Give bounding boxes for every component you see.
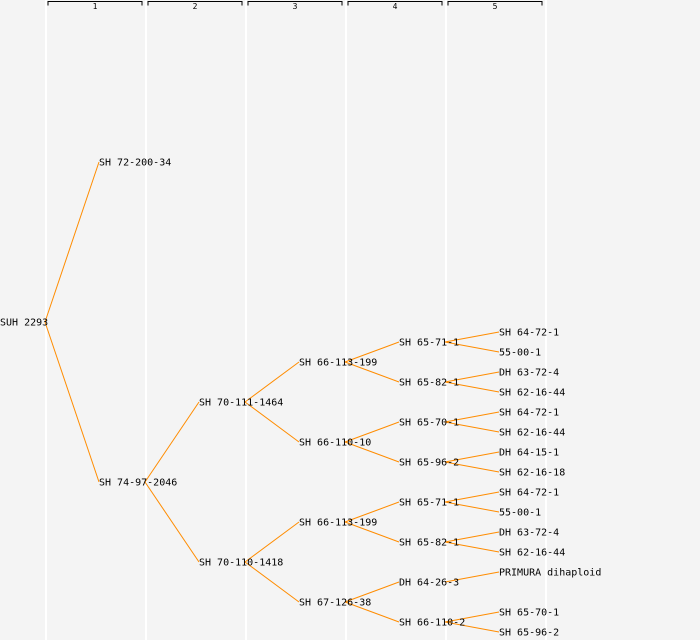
- edges: [44, 161, 500, 633]
- tree-edge: [444, 541, 500, 553]
- tree-edge: [244, 521, 300, 563]
- tree-edge: [444, 451, 500, 463]
- tree-edge: [344, 421, 400, 443]
- tree-node-label[interactable]: SH 65-82-1: [399, 538, 459, 549]
- tree-node-label[interactable]: SH 66-110-10: [299, 438, 371, 449]
- column-header-3: 3: [293, 2, 298, 11]
- column-bracket: [447, 1, 543, 6]
- tree-node-label[interactable]: SH 65-71-1: [399, 498, 459, 509]
- tree-node-label[interactable]: SH 65-70-1: [499, 608, 559, 619]
- tree-edge: [444, 531, 500, 543]
- column-bracket: [147, 1, 243, 6]
- column-header-1: 1: [93, 2, 98, 11]
- tree-node-label[interactable]: SH 62-16-44: [499, 428, 565, 439]
- column-bracket: [247, 1, 343, 6]
- tree-edge: [344, 581, 400, 603]
- column-separator: [445, 0, 447, 640]
- tree-node-label[interactable]: 55-00-1: [499, 508, 541, 519]
- tree-node-label[interactable]: SH 70-110-1418: [199, 558, 283, 569]
- tree-edge: [444, 621, 500, 633]
- tree-edge: [444, 371, 500, 383]
- tree-node-label[interactable]: SH 66-110-2: [399, 618, 465, 629]
- tree-edge: [444, 331, 500, 343]
- tree-edge: [344, 361, 400, 383]
- tree-node-label[interactable]: SH 66-113-199: [299, 358, 377, 369]
- column-separator: [145, 0, 147, 640]
- tree-edge: [244, 401, 300, 443]
- column-bracket: [347, 1, 443, 6]
- tree-node-label[interactable]: SH 65-82-1: [399, 378, 459, 389]
- tree-edge: [44, 321, 100, 483]
- tree-edge: [444, 491, 500, 503]
- tree-node-label[interactable]: SH 62-16-44: [499, 548, 565, 559]
- tree-edge: [444, 571, 500, 583]
- tree-edge: [444, 461, 500, 473]
- column-header-2: 2: [193, 2, 198, 11]
- tree-node-label[interactable]: SH 62-16-44: [499, 388, 565, 399]
- tree-node-label[interactable]: 55-00-1: [499, 348, 541, 359]
- tree-edge: [344, 441, 400, 463]
- tree-node-label[interactable]: SH 65-96-2: [499, 628, 559, 639]
- column-separator: [545, 0, 547, 640]
- tree-node-label[interactable]: DH 63-72-4: [499, 528, 559, 539]
- tree-node-label[interactable]: DH 64-15-1: [499, 448, 559, 459]
- tree-edge: [244, 561, 300, 603]
- tree-node-label[interactable]: DH 64-26-3: [399, 578, 459, 589]
- tree-node-label[interactable]: PRIMURA dihaploid: [499, 568, 601, 579]
- tree-edge: [144, 401, 200, 483]
- tree-node-label[interactable]: SH 67-126-38: [299, 598, 371, 609]
- tree-node-label[interactable]: SH 65-71-1: [399, 338, 459, 349]
- tree-edge: [344, 601, 400, 623]
- tree-edge: [444, 381, 500, 393]
- tree-node-label[interactable]: SH 65-96-2: [399, 458, 459, 469]
- column-bracket: [47, 1, 143, 6]
- tree-edge: [444, 411, 500, 423]
- column-separator: [345, 0, 347, 640]
- tree-node-label[interactable]: SH 74-97-2046: [99, 478, 177, 489]
- tree-node-label[interactable]: SUH 2293: [0, 318, 48, 329]
- tree-edge: [344, 501, 400, 523]
- tree-node-label[interactable]: SH 65-70-1: [399, 418, 459, 429]
- tree-node-label[interactable]: SH 62-16-18: [499, 468, 565, 479]
- tree-node-label[interactable]: SH 70-111-1464: [199, 398, 283, 409]
- column-separator: [245, 0, 247, 640]
- tree-edge: [244, 361, 300, 403]
- tree-edge: [44, 161, 100, 323]
- tree-edge: [444, 421, 500, 433]
- tree-edge: [444, 341, 500, 353]
- tree-node-label[interactable]: SH 64-72-1: [499, 328, 559, 339]
- tree-node-label[interactable]: SH 66-113-199: [299, 518, 377, 529]
- tree-edge: [444, 611, 500, 623]
- column-header-5: 5: [493, 2, 498, 11]
- tree-node-label[interactable]: DH 63-72-4: [499, 368, 559, 379]
- tree-edge: [144, 481, 200, 563]
- tree-edge: [344, 341, 400, 363]
- tree-node-label[interactable]: SH 64-72-1: [499, 408, 559, 419]
- tree-edge: [344, 521, 400, 543]
- tree-node-label[interactable]: SH 64-72-1: [499, 488, 559, 499]
- node-labels: SUH 2293 SH 72-200-34 SH 74-97-2046 SH 70-1…: [0, 158, 601, 639]
- tree-node-label[interactable]: SH 72-200-34: [99, 158, 171, 169]
- tree-edge: [444, 501, 500, 513]
- column-header-4: 4: [393, 2, 398, 11]
